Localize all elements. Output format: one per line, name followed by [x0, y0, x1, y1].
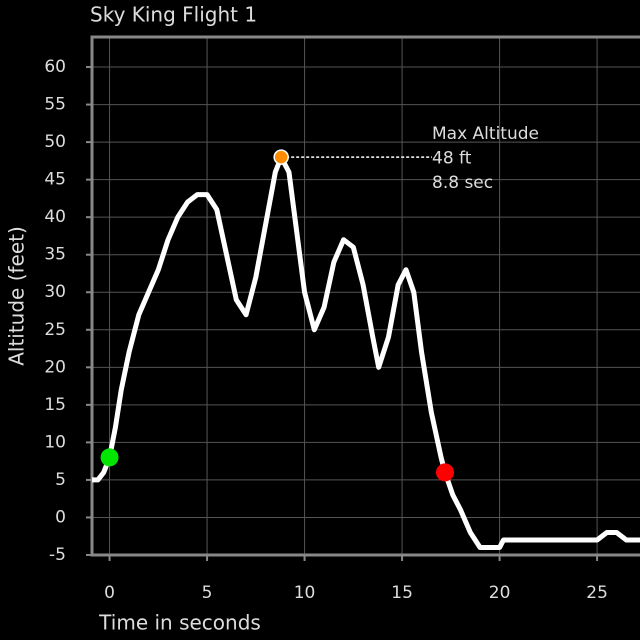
- y-tick-label: 55: [44, 95, 66, 115]
- x-tick-label: 15: [391, 583, 413, 603]
- y-tick-label: 20: [44, 357, 66, 377]
- x-tick-label: 5: [202, 583, 213, 603]
- x-tick-label: 0: [104, 583, 115, 603]
- event-marker: [100, 448, 119, 467]
- flight-line: [92, 154, 640, 550]
- annotation-text: Max Altitude: [432, 124, 539, 144]
- x-tick-label: 25: [586, 583, 608, 603]
- x-tick-label: 20: [489, 583, 511, 603]
- plot-area: [92, 154, 640, 550]
- y-tick-label: 45: [44, 170, 66, 190]
- y-tick-label: 25: [44, 320, 66, 340]
- event-marker: [273, 149, 289, 165]
- y-tick-label: 15: [44, 395, 66, 415]
- y-tick-label: 60: [44, 57, 66, 77]
- y-tick-label: 40: [44, 207, 66, 227]
- plot-frame: [90, 35, 640, 557]
- annotation-text: 8.8 sec: [432, 173, 493, 193]
- x-axis-label: Time in seconds: [98, 611, 261, 635]
- y-tick-label: 5: [55, 470, 66, 490]
- chart-title: Sky King Flight 1: [90, 3, 257, 27]
- y-tick-label: 35: [44, 245, 66, 265]
- y-tick-label: -5: [49, 545, 66, 565]
- y-tick-label: 30: [44, 282, 66, 302]
- y-axis-label: Altitude (feet): [5, 226, 29, 366]
- y-tick-label: 50: [44, 132, 66, 152]
- event-marker: [435, 463, 454, 482]
- annotation-text: 48 ft: [432, 149, 472, 169]
- x-tick-label: 10: [294, 583, 316, 603]
- y-tick-label: 10: [44, 432, 66, 452]
- y-tick-label: 0: [55, 507, 66, 527]
